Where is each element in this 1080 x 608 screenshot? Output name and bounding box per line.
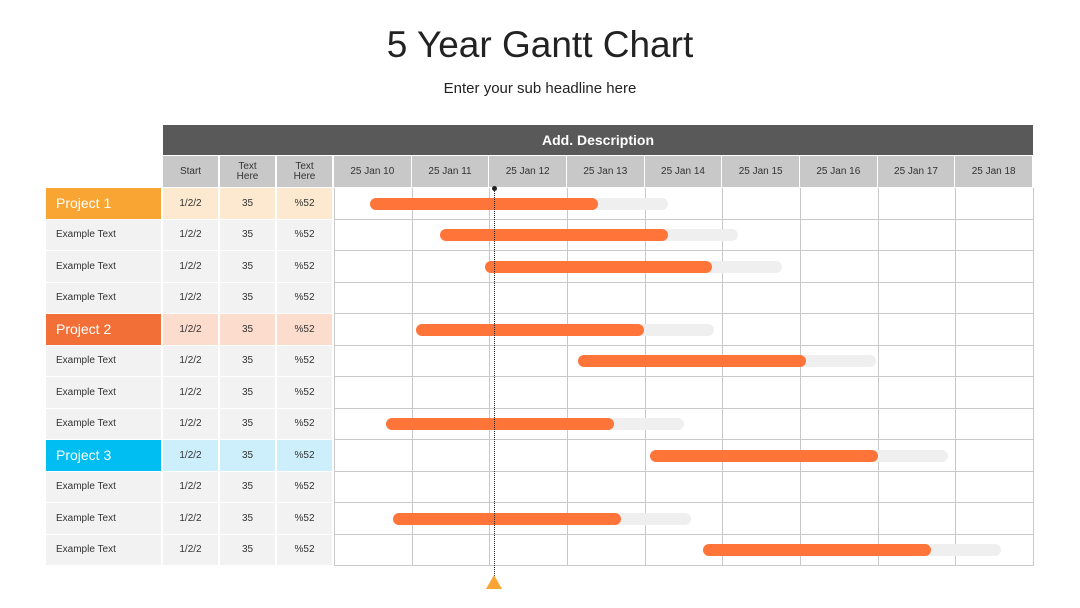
column-header: Start — [163, 156, 218, 187]
grid-line — [334, 188, 335, 566]
table-cell: %52 — [277, 219, 332, 250]
timeline-header: 25 Jan 13 — [567, 156, 644, 187]
table-cell: 1/2/2 — [163, 534, 218, 565]
timeline-header: 25 Jan 17 — [877, 156, 955, 187]
table-cell: 35 — [220, 440, 275, 471]
table-cell: 1/2/2 — [163, 345, 218, 376]
table-cell: %52 — [277, 251, 332, 282]
title: 5 Year Gantt Chart — [386, 24, 694, 65]
grid-line — [334, 565, 1034, 566]
grid-line — [567, 188, 568, 566]
table-cell: 1/2/2 — [163, 282, 218, 313]
task-label: Example Text — [46, 377, 161, 408]
bar — [439, 229, 668, 242]
task-label: Example Text — [46, 408, 161, 439]
table-header: Add. Description — [163, 125, 1033, 155]
table-cell: 35 — [220, 408, 275, 439]
marker-triangle — [485, 575, 502, 589]
timeline-header: 25 Jan 14 — [644, 156, 722, 187]
table-cell: 35 — [220, 503, 275, 534]
bar — [369, 197, 599, 210]
table-cell: %52 — [277, 408, 332, 439]
task-label: Example Text — [46, 534, 161, 565]
grid-line — [334, 439, 1034, 440]
bar — [702, 544, 932, 557]
table-cell: 1/2/2 — [163, 503, 218, 534]
table-cell: 1/2/2 — [163, 251, 218, 282]
grid-line — [334, 533, 1034, 535]
bar — [393, 512, 622, 525]
task-label: Example Text — [46, 471, 161, 502]
project-label: Project 3 — [46, 440, 161, 471]
table-cell: 35 — [220, 377, 275, 408]
timeline-header: 25 Jan 16 — [800, 156, 877, 187]
bar — [484, 260, 713, 273]
grid-line — [1033, 188, 1034, 566]
table-cell: 35 — [220, 188, 275, 219]
grid-line — [877, 188, 879, 566]
table-cell: 1/2/2 — [163, 408, 218, 439]
grid-line — [489, 188, 491, 566]
task-label: Example Text — [46, 503, 161, 534]
table-cell: 35 — [220, 219, 275, 250]
table-cell: 1/2/2 — [163, 440, 218, 471]
marker-line — [493, 188, 495, 578]
table-cell: 1/2/2 — [163, 188, 218, 219]
grid-line — [334, 407, 1034, 409]
table-cell: 1/2/2 — [163, 471, 218, 502]
bar — [386, 418, 614, 431]
table-cell: 1/2/2 — [163, 314, 218, 345]
table-cell: 35 — [220, 314, 275, 345]
table-cell: %52 — [277, 471, 332, 502]
table-cell: %52 — [277, 188, 332, 219]
table-cell: %52 — [277, 345, 332, 376]
grid-line — [334, 281, 1034, 283]
grid-line — [334, 218, 1034, 220]
table-cell: %52 — [277, 314, 332, 345]
project-label: Project 1 — [46, 188, 161, 219]
task-label: Example Text — [46, 282, 161, 313]
table-cell: %52 — [277, 440, 332, 471]
grid-line — [334, 344, 1034, 346]
task-label: Example Text — [46, 251, 161, 282]
table-cell: 1/2/2 — [163, 377, 218, 408]
table-cell: 1/2/2 — [163, 219, 218, 250]
grid-line — [334, 502, 1034, 503]
task-label: Example Text — [46, 345, 161, 376]
grid-line — [334, 250, 1034, 251]
grid-line — [334, 313, 1034, 314]
table-cell: %52 — [277, 282, 332, 313]
table-cell: 35 — [220, 345, 275, 376]
table-cell: %52 — [277, 503, 332, 534]
timeline-header: 25 Jan 18 — [955, 156, 1032, 187]
timeline-header: 25 Jan 10 — [334, 156, 411, 187]
grid-line — [411, 188, 413, 566]
table-cell: 35 — [220, 471, 275, 502]
table-cell: 35 — [220, 282, 275, 313]
table-cell: 35 — [220, 251, 275, 282]
grid-line — [722, 188, 724, 566]
bar — [416, 323, 644, 336]
column-header: Text Here — [277, 156, 332, 187]
timeline-header: 25 Jan 11 — [411, 156, 489, 187]
grid-line — [334, 470, 1034, 472]
grid-line — [644, 188, 646, 566]
table-cell: 35 — [220, 534, 275, 565]
grid-line — [955, 188, 957, 566]
table-cell: %52 — [277, 534, 332, 565]
task-label: Example Text — [46, 219, 161, 250]
subtitle: Enter your sub headline here — [443, 80, 637, 97]
bar — [577, 355, 807, 368]
timeline-header: 25 Jan 12 — [489, 156, 566, 187]
grid-line — [800, 188, 801, 566]
bar — [650, 449, 878, 462]
project-label: Project 2 — [46, 314, 161, 345]
marker-dot — [491, 186, 497, 191]
grid-line — [334, 376, 1034, 377]
table-cell: %52 — [277, 377, 332, 408]
column-header: Text Here — [220, 156, 275, 187]
timeline-header: 25 Jan 15 — [722, 156, 799, 187]
